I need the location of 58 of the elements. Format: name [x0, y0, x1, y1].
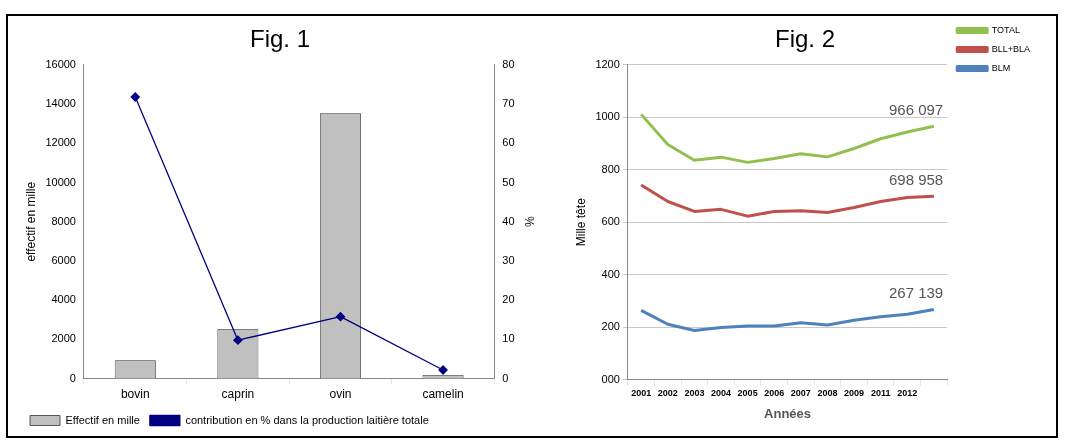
point — [130, 92, 140, 102]
y2-tick-label: 70 — [502, 97, 515, 110]
legend-label: Effectif en mille — [65, 413, 140, 426]
x-tick-label: 2007 — [790, 388, 811, 399]
x-tick-label: 2001 — [631, 388, 652, 399]
legend-label: TOTAL — [991, 24, 1020, 35]
x-tick-label: 2006 — [764, 388, 785, 399]
y-tick-label: 14000 — [45, 97, 76, 110]
y2-tick-label: 80 — [502, 57, 515, 70]
y-tick-label: 200 — [601, 320, 620, 333]
point — [233, 335, 243, 345]
y-tick-label: 800 — [601, 162, 620, 175]
x-tick-label: 2004 — [711, 388, 732, 399]
x-tick-label: 2011 — [870, 388, 891, 399]
y-tick-label: 000 — [601, 372, 620, 385]
annotation: 698 958 — [888, 170, 944, 188]
y-tick-label: 6000 — [51, 253, 76, 266]
y-axis-title: effectif en mille — [23, 181, 38, 262]
x-axis-title: Années — [764, 405, 812, 421]
y-tick-label: 1000 — [595, 110, 620, 123]
y2-tick-label: 30 — [502, 253, 515, 266]
y-tick-label: 2000 — [51, 332, 76, 345]
legend-label: BLM — [991, 62, 1011, 73]
y2-tick-label: 0 — [502, 371, 509, 384]
x-tick-label: ovin — [329, 387, 352, 402]
legend-label: BLL+BLA — [991, 43, 1030, 54]
chart-title: Fig. 1 — [249, 25, 311, 53]
point — [335, 311, 346, 322]
x-tick-label: 2012 — [897, 388, 918, 399]
y2-tick-label: 20 — [502, 293, 515, 306]
point — [438, 365, 448, 375]
y2-tick-label: 40 — [502, 214, 515, 227]
legend-label: contribution en % dans la production laitière totale — [185, 413, 429, 426]
y2-tick-label: 50 — [502, 175, 515, 188]
x-tick-label: 2008 — [817, 388, 838, 399]
annotation: 267 139 — [888, 284, 944, 302]
x-tick-label: 2002 — [657, 388, 678, 399]
chart-title: Fig. 2 — [774, 25, 836, 53]
x-tick-label: camelin — [422, 387, 464, 402]
y2-tick-label: 10 — [502, 332, 515, 345]
y-tick-label: 10000 — [45, 175, 76, 188]
y-tick-label: 4000 — [51, 293, 76, 306]
y-tick-label: 1200 — [595, 57, 620, 70]
y2-tick-label: 60 — [502, 136, 515, 149]
x-tick-label: 2005 — [737, 388, 758, 399]
annotation: 966 097 — [888, 100, 944, 118]
y-tick-label: 12000 — [45, 136, 76, 149]
y2-axis-title: % — [522, 216, 537, 228]
x-tick-label: 2009 — [844, 388, 865, 399]
y-axis-title: Mille tête — [573, 197, 588, 247]
y-tick-label: 600 — [601, 215, 620, 228]
x-tick-label: bovin — [120, 387, 150, 402]
y-tick-label: 16000 — [45, 57, 76, 70]
x-tick-label: 2003 — [684, 388, 705, 399]
x-tick-label: caprin — [221, 387, 255, 402]
y-tick-label: 0 — [69, 371, 76, 384]
y-tick-label: 8000 — [51, 214, 76, 227]
y-tick-label: 400 — [601, 267, 620, 280]
